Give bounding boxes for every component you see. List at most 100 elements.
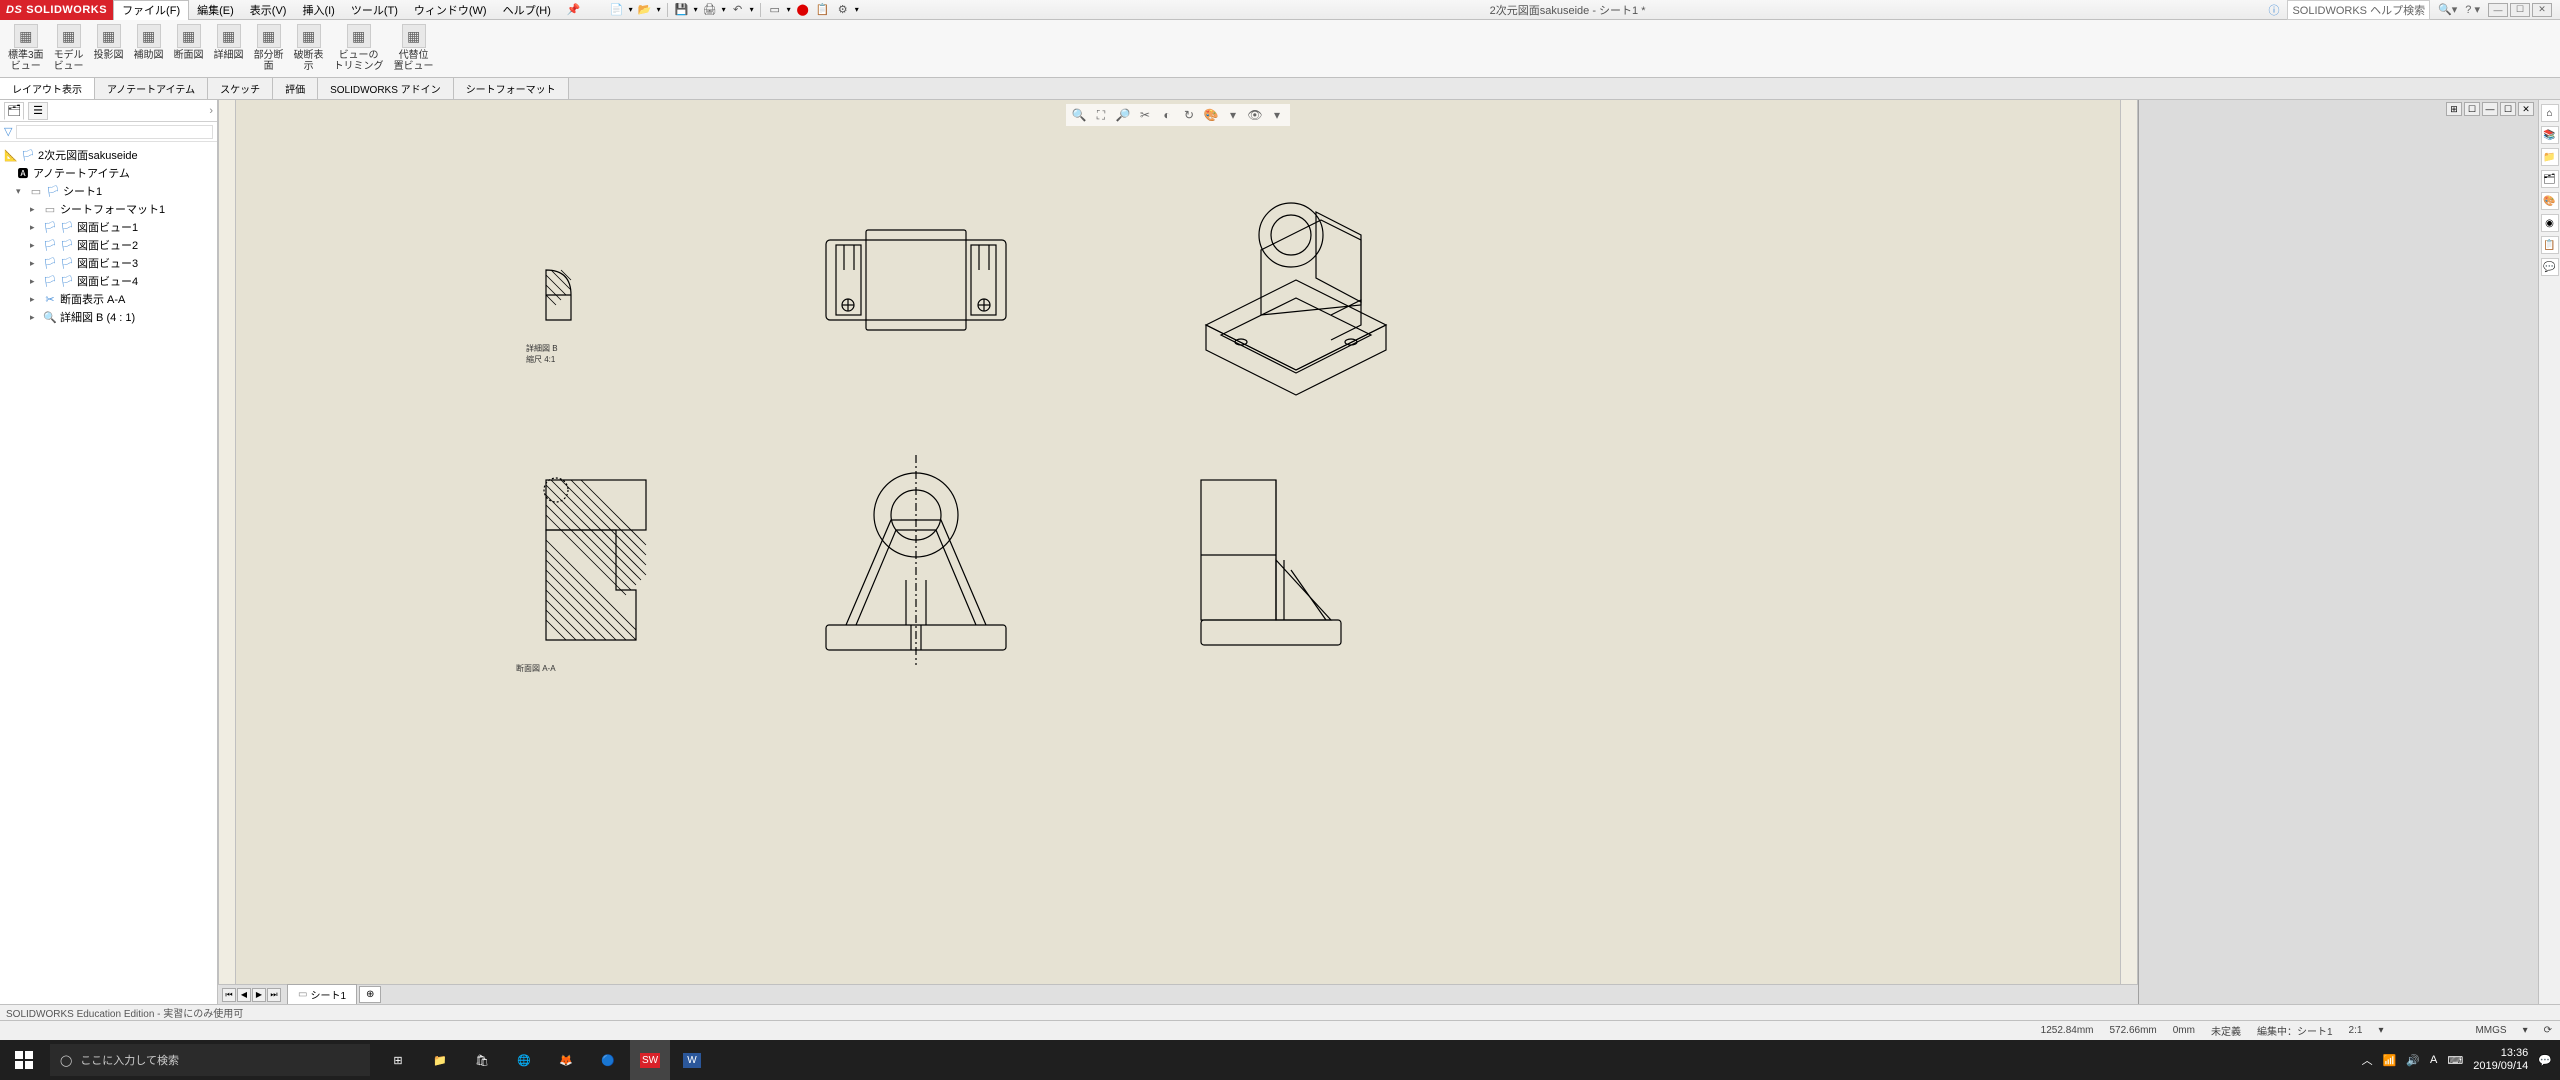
taskpane-custom-props-icon[interactable]: 📋 bbox=[2541, 236, 2559, 254]
filter-input[interactable] bbox=[16, 125, 213, 139]
taskpane-cascade-icon[interactable]: ☐ bbox=[2464, 102, 2480, 116]
tree-item-1[interactable]: ▸🏳🏳図面ビュー1 bbox=[2, 218, 215, 236]
menu-window[interactable]: ウィンドウ(W) bbox=[406, 0, 495, 20]
tree-sheet[interactable]: ▾▭ 🏳 シート1 bbox=[2, 182, 215, 200]
tray-notifications-icon[interactable]: 💬 bbox=[2538, 1054, 2552, 1067]
taskbar-word-icon[interactable]: W bbox=[672, 1040, 712, 1080]
ribbon-btn-2[interactable]: ▦投影図 bbox=[90, 22, 128, 75]
drawing-view-top[interactable] bbox=[806, 210, 1026, 343]
tree-root[interactable]: 📐 🏳 2次元図面sakuseide bbox=[2, 146, 215, 164]
help-search[interactable]: SOLIDWORKS ヘルプ検索 bbox=[2287, 0, 2430, 20]
settings-icon[interactable]: ⚙ bbox=[835, 2, 851, 18]
tray-network-icon[interactable]: 📶 bbox=[2383, 1054, 2397, 1067]
save-icon[interactable]: 💾 bbox=[674, 2, 690, 18]
scale-dropdown-icon[interactable]: ▾ bbox=[2378, 1025, 2383, 1036]
tree-annotations[interactable]: 🅰アノテートアイテム bbox=[2, 164, 215, 182]
taskpane-forum-icon[interactable]: 💬 bbox=[2541, 258, 2559, 276]
view-settings-icon[interactable]: ▾ bbox=[1224, 106, 1242, 124]
taskbar-solidworks-icon[interactable]: SW bbox=[630, 1040, 670, 1080]
property-tab[interactable]: ☰ bbox=[28, 102, 48, 120]
ribbon-btn-1[interactable]: ▦モデル ビュー bbox=[50, 22, 88, 75]
ribbon-tab-1[interactable]: アノテートアイテム bbox=[95, 78, 208, 99]
help-dropdown-icon[interactable]: ? ▾ bbox=[2465, 3, 2480, 16]
tree-item-3[interactable]: ▸🏳🏳図面ビュー3 bbox=[2, 254, 215, 272]
taskpane-minimize-button[interactable]: — bbox=[2482, 102, 2498, 116]
sheet-tab-1[interactable]: ▭シート1 bbox=[287, 984, 357, 1004]
filter-icon[interactable]: ▽ bbox=[4, 125, 12, 138]
ribbon-btn-9[interactable]: ▦代替位 置ビュー bbox=[390, 22, 438, 75]
ribbon-btn-3[interactable]: ▦補助図 bbox=[130, 22, 168, 75]
sheet-nav-last[interactable]: ⏭ bbox=[267, 988, 281, 1002]
taskpane-resources-icon[interactable]: 📚 bbox=[2541, 126, 2559, 144]
maximize-button[interactable]: ☐ bbox=[2510, 3, 2530, 17]
tree-item-4[interactable]: ▸🏳🏳図面ビュー4 bbox=[2, 272, 215, 290]
undo-icon[interactable]: ↶ bbox=[730, 2, 746, 18]
taskpane-home-icon[interactable]: ⌂ bbox=[2541, 104, 2559, 122]
menu-insert[interactable]: 挿入(I) bbox=[294, 0, 342, 20]
minimize-button[interactable]: — bbox=[2488, 3, 2508, 17]
taskpane-file-explorer-icon[interactable]: 🗂 bbox=[2541, 170, 2559, 188]
zoom-prev-icon[interactable]: 🔎 bbox=[1114, 106, 1132, 124]
feature-tree-tab[interactable]: 🗂 bbox=[4, 102, 24, 120]
taskbar-explorer-icon[interactable]: 📁 bbox=[420, 1040, 460, 1080]
open-icon[interactable]: 📂 bbox=[637, 2, 653, 18]
options-icon[interactable]: 📋 bbox=[815, 2, 831, 18]
select-icon[interactable]: ▭ bbox=[767, 2, 783, 18]
search-icon[interactable]: 🔍▾ bbox=[2438, 3, 2457, 16]
taskpane-maximize-button[interactable]: ☐ bbox=[2500, 102, 2516, 116]
detail-view-b[interactable]: 詳細図 B 縮尺 4:1 bbox=[526, 260, 586, 365]
edit-appearance-icon[interactable]: ▾ bbox=[1268, 106, 1286, 124]
taskbar-edge-icon[interactable]: 🌐 bbox=[504, 1040, 544, 1080]
section-icon[interactable]: ✂ bbox=[1136, 106, 1154, 124]
ribbon-btn-8[interactable]: ▦ビューの トリミング bbox=[330, 22, 388, 75]
panel-expand-icon[interactable]: › bbox=[209, 105, 213, 117]
help-icon[interactable]: ⓘ bbox=[2268, 2, 2279, 18]
sheet-nav-next[interactable]: ▶ bbox=[252, 988, 266, 1002]
taskbar-search[interactable]: ◯ ここに入力して検索 bbox=[50, 1044, 370, 1076]
menu-edit[interactable]: 編集(E) bbox=[189, 0, 242, 20]
hide-show-icon[interactable]: 👁 bbox=[1246, 106, 1264, 124]
ribbon-btn-7[interactable]: ▦破断表 示 bbox=[290, 22, 328, 75]
taskpane-design-library-icon[interactable]: 📁 bbox=[2541, 148, 2559, 166]
menu-file[interactable]: ファイル(F) bbox=[113, 0, 189, 20]
tray-ime-icon[interactable]: A bbox=[2430, 1054, 2437, 1066]
menu-tools[interactable]: ツール(T) bbox=[343, 0, 406, 20]
taskbar-store-icon[interactable]: 🛍 bbox=[462, 1040, 502, 1080]
taskpane-close-button[interactable]: ✕ bbox=[2518, 102, 2534, 116]
zoom-fit-icon[interactable]: 🔍 bbox=[1070, 106, 1088, 124]
ribbon-btn-6[interactable]: ▦部分断 面 bbox=[250, 22, 288, 75]
tree-item-5[interactable]: ▸✂断面表示 A-A bbox=[2, 290, 215, 308]
taskbar-chrome-icon[interactable]: 🔵 bbox=[588, 1040, 628, 1080]
tree-item-2[interactable]: ▸🏳🏳図面ビュー2 bbox=[2, 236, 215, 254]
sheet-nav-first[interactable]: ⏮ bbox=[222, 988, 236, 1002]
taskpane-appearances-icon[interactable]: ◉ bbox=[2541, 214, 2559, 232]
tray-clock[interactable]: 13:36 2019/09/14 bbox=[2473, 1047, 2528, 1073]
ribbon-tab-0[interactable]: レイアウト表示 bbox=[0, 78, 95, 99]
status-units[interactable]: MMGS bbox=[2475, 1025, 2506, 1036]
drawing-view-side[interactable] bbox=[1176, 460, 1356, 663]
zoom-area-icon[interactable]: ⛶ bbox=[1092, 106, 1110, 124]
pin-icon[interactable]: 📌 bbox=[567, 3, 581, 16]
units-dropdown-icon[interactable]: ▾ bbox=[2523, 1025, 2528, 1036]
menu-help[interactable]: ヘルプ(H) bbox=[495, 0, 559, 20]
taskpane-view-palette-icon[interactable]: 🎨 bbox=[2541, 192, 2559, 210]
tree-item-0[interactable]: ▸▭シートフォーマット1 bbox=[2, 200, 215, 218]
tray-volume-icon[interactable]: 🔊 bbox=[2406, 1054, 2420, 1067]
sheet-area[interactable]: 🔍 ⛶ 🔎 ✂ ◐ ↻ 🎨 ▾ 👁 ▾ bbox=[236, 100, 2120, 984]
taskpane-tile-icon[interactable]: ⊞ bbox=[2446, 102, 2462, 116]
status-scale[interactable]: 2:1 bbox=[2349, 1025, 2363, 1036]
apply-scene-icon[interactable]: 🎨 bbox=[1202, 106, 1220, 124]
print-icon[interactable]: 🖨 bbox=[702, 2, 718, 18]
tree-item-6[interactable]: ▸🔍詳細図 B (4 : 1) bbox=[2, 308, 215, 326]
tray-chevron-icon[interactable]: ︿ bbox=[2362, 1052, 2373, 1068]
drawing-view-iso[interactable] bbox=[1166, 170, 1426, 433]
taskbar-firefox-icon[interactable]: 🦊 bbox=[546, 1040, 586, 1080]
menu-view[interactable]: 表示(V) bbox=[242, 0, 295, 20]
display-style-icon[interactable]: ◐ bbox=[1158, 106, 1176, 124]
ribbon-tab-5[interactable]: シートフォーマット bbox=[454, 78, 569, 99]
drawing-view-front[interactable] bbox=[796, 450, 1036, 673]
ribbon-tab-4[interactable]: SOLIDWORKS アドイン bbox=[318, 78, 454, 99]
task-view-icon[interactable]: ⊞ bbox=[378, 1040, 418, 1080]
rotate-icon[interactable]: ↻ bbox=[1180, 106, 1198, 124]
close-button[interactable]: ✕ bbox=[2532, 3, 2552, 17]
